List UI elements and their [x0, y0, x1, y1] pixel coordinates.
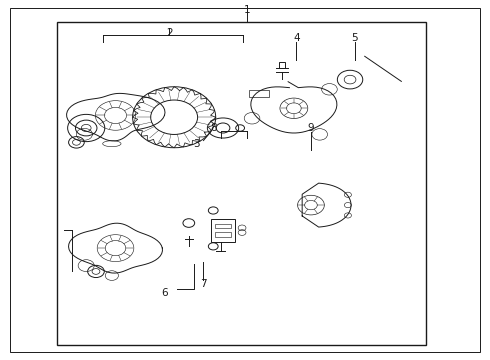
Bar: [215, 224, 231, 228]
Text: 4: 4: [293, 33, 299, 43]
Bar: [279, 62, 285, 68]
Text: 2: 2: [166, 28, 172, 38]
Text: 5: 5: [352, 33, 358, 43]
Text: 1: 1: [244, 5, 251, 15]
Text: 3: 3: [193, 139, 199, 149]
Bar: [57, 22, 426, 345]
Bar: [215, 232, 231, 237]
Text: 7: 7: [200, 279, 207, 289]
Bar: [211, 219, 235, 242]
Text: 6: 6: [161, 288, 168, 298]
Bar: [249, 90, 269, 97]
Text: 8: 8: [210, 123, 217, 133]
Text: 9: 9: [308, 123, 314, 133]
